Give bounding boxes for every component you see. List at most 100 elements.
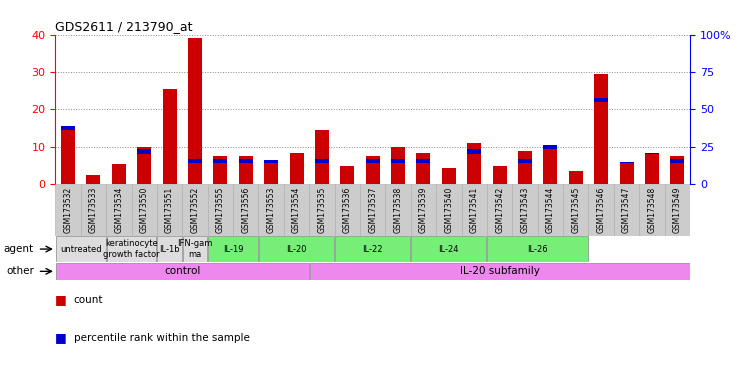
Text: percentile rank within the sample: percentile rank within the sample: [74, 333, 249, 343]
Text: IL-19: IL-19: [223, 245, 244, 253]
Text: other: other: [6, 266, 34, 276]
Text: IFN-gam
ma: IFN-gam ma: [177, 239, 213, 259]
Bar: [61, 126, 75, 184]
Text: GSM173541: GSM173541: [470, 187, 479, 233]
Text: GSM173552: GSM173552: [190, 187, 199, 233]
Bar: [543, 145, 557, 184]
Text: control: control: [164, 266, 201, 276]
Text: GSM173550: GSM173550: [139, 187, 148, 233]
Bar: [538, 184, 563, 236]
Bar: [665, 184, 690, 236]
Text: GSM173532: GSM173532: [63, 187, 72, 233]
Bar: [137, 149, 151, 154]
Text: IL-22: IL-22: [362, 245, 383, 253]
Bar: [289, 152, 303, 184]
Bar: [487, 184, 512, 236]
Text: GSM173537: GSM173537: [368, 187, 377, 233]
Bar: [86, 175, 100, 184]
Bar: [264, 160, 278, 163]
Text: GSM173548: GSM173548: [647, 187, 656, 233]
Bar: [620, 162, 633, 163]
Text: GSM173542: GSM173542: [495, 187, 504, 233]
Bar: [340, 166, 354, 184]
Bar: [309, 184, 334, 236]
Text: keratinocyte
growth factor: keratinocyte growth factor: [103, 239, 160, 259]
Bar: [335, 236, 410, 262]
Bar: [137, 147, 151, 184]
Bar: [56, 236, 106, 262]
Text: GSM173547: GSM173547: [622, 187, 631, 233]
Text: untreated: untreated: [60, 245, 102, 253]
Bar: [645, 152, 659, 184]
Bar: [467, 149, 481, 154]
Bar: [416, 152, 430, 184]
Text: GSM173539: GSM173539: [419, 187, 428, 233]
Bar: [310, 263, 689, 280]
Text: count: count: [74, 295, 103, 305]
Bar: [131, 184, 157, 236]
Bar: [264, 160, 278, 184]
Bar: [61, 126, 75, 131]
Bar: [442, 167, 456, 184]
Text: GSM173554: GSM173554: [292, 187, 301, 233]
Bar: [334, 184, 360, 236]
Bar: [385, 184, 411, 236]
Text: GSM173534: GSM173534: [114, 187, 123, 233]
Text: GSM173544: GSM173544: [546, 187, 555, 233]
Text: GSM173540: GSM173540: [444, 187, 453, 233]
Bar: [239, 159, 252, 163]
Bar: [259, 236, 334, 262]
Bar: [157, 184, 182, 236]
Bar: [670, 159, 684, 163]
Bar: [106, 184, 131, 236]
Text: GSM173545: GSM173545: [571, 187, 580, 233]
Bar: [543, 145, 557, 149]
Bar: [594, 74, 608, 184]
Bar: [639, 184, 665, 236]
Bar: [588, 184, 614, 236]
Text: GSM173538: GSM173538: [393, 187, 402, 233]
Bar: [645, 152, 659, 154]
Text: IL-26: IL-26: [528, 245, 548, 253]
Bar: [207, 184, 233, 236]
Bar: [416, 159, 430, 163]
Bar: [614, 184, 639, 236]
Bar: [518, 151, 532, 184]
Bar: [461, 184, 487, 236]
Bar: [569, 171, 583, 184]
Bar: [411, 184, 436, 236]
Bar: [239, 156, 252, 184]
Bar: [391, 147, 405, 184]
Text: GSM173533: GSM173533: [89, 187, 98, 233]
Bar: [436, 184, 461, 236]
Text: IL-20: IL-20: [286, 245, 307, 253]
Bar: [493, 166, 506, 184]
Text: GSM173551: GSM173551: [165, 187, 174, 233]
Bar: [594, 98, 608, 103]
Bar: [563, 184, 588, 236]
Bar: [188, 159, 202, 163]
Text: IL-24: IL-24: [438, 245, 459, 253]
Bar: [411, 236, 486, 262]
Bar: [366, 159, 379, 163]
Bar: [162, 89, 176, 184]
Bar: [512, 184, 538, 236]
Bar: [208, 236, 258, 262]
Bar: [213, 156, 227, 184]
Bar: [233, 184, 258, 236]
Bar: [391, 159, 405, 163]
Bar: [467, 143, 481, 184]
Text: GSM173543: GSM173543: [520, 187, 529, 233]
Bar: [366, 156, 379, 184]
Text: IL-1b: IL-1b: [159, 245, 180, 253]
Bar: [315, 130, 329, 184]
Text: GSM173556: GSM173556: [241, 187, 250, 233]
Text: ■: ■: [55, 331, 67, 344]
Bar: [182, 184, 207, 236]
Text: agent: agent: [4, 244, 34, 254]
Bar: [112, 164, 125, 184]
Text: ■: ■: [55, 293, 67, 306]
Text: GSM173549: GSM173549: [673, 187, 682, 233]
Bar: [106, 236, 156, 262]
Bar: [620, 162, 633, 184]
